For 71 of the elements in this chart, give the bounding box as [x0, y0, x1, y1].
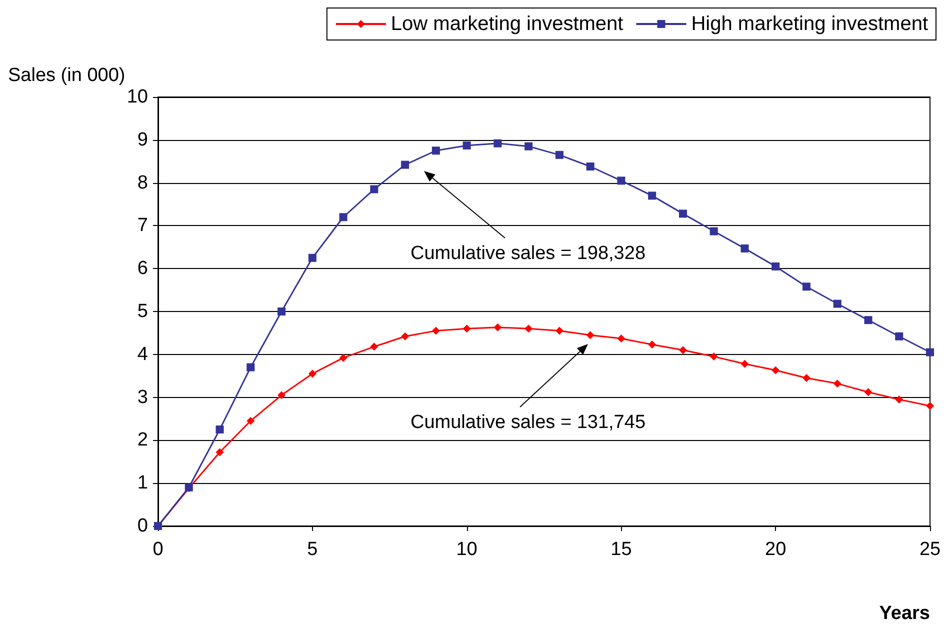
x-tick-label: 15 — [610, 539, 632, 560]
y-tick-label: 5 — [137, 301, 148, 322]
y-tick-label: 3 — [137, 386, 148, 408]
point — [401, 160, 410, 169]
point — [555, 150, 564, 159]
x-tick-label: 20 — [765, 539, 786, 560]
annotation: Cumulative sales = 198,328 — [410, 243, 646, 264]
point — [524, 324, 533, 333]
point — [370, 342, 378, 351]
y-tick-label: 8 — [137, 172, 148, 194]
point — [216, 425, 224, 434]
annotation: Cumulative sales = 131,745 — [410, 412, 646, 433]
legend-label: High marketing investment — [691, 13, 928, 35]
point — [494, 139, 502, 148]
point — [895, 395, 904, 404]
point — [648, 192, 656, 200]
point — [339, 213, 348, 222]
x-tick-label: 25 — [919, 539, 941, 560]
x-tick-label: 0 — [152, 539, 164, 560]
point — [772, 366, 780, 374]
point — [216, 448, 224, 456]
point — [617, 176, 626, 185]
point — [802, 374, 810, 382]
point — [926, 348, 934, 356]
point — [462, 141, 471, 150]
point — [278, 391, 286, 400]
point — [678, 210, 687, 218]
point — [555, 326, 564, 335]
point — [339, 354, 348, 362]
y-tick-label: 1 — [137, 472, 148, 494]
point — [833, 300, 842, 308]
legend-label: Low marketing investment — [390, 13, 624, 35]
y-tick-label: 2 — [137, 430, 148, 451]
y-tick-label: 0 — [137, 516, 148, 536]
point — [586, 331, 594, 340]
y-tick-label: 9 — [137, 129, 148, 150]
y-tick-label: 4 — [137, 344, 148, 365]
point — [926, 402, 934, 410]
x-tick-label: 10 — [456, 539, 478, 560]
point — [246, 416, 255, 425]
point — [586, 162, 594, 170]
point — [524, 142, 533, 150]
point — [710, 352, 718, 361]
point — [833, 380, 842, 388]
point — [432, 326, 440, 335]
point — [710, 227, 718, 236]
y-tick-label: 10 — [126, 86, 148, 108]
point — [246, 363, 255, 372]
point — [494, 323, 502, 332]
point — [308, 370, 316, 378]
y-axis-title: Sales (in 000) — [8, 65, 126, 86]
point — [308, 254, 316, 262]
point — [278, 308, 286, 316]
point — [678, 346, 687, 354]
point — [432, 146, 440, 155]
point — [802, 282, 810, 291]
point — [864, 388, 872, 396]
x-axis-title: Years — [879, 603, 930, 624]
point — [864, 316, 872, 324]
point — [740, 360, 749, 368]
point — [740, 244, 749, 252]
point — [895, 332, 904, 340]
point — [462, 324, 471, 333]
x-tick-label: 5 — [307, 539, 318, 560]
point — [772, 262, 780, 270]
point — [648, 340, 656, 349]
point — [370, 185, 378, 194]
point — [401, 332, 410, 340]
point — [617, 334, 626, 343]
y-tick-label: 6 — [137, 258, 148, 280]
y-tick-label: 7 — [137, 215, 148, 236]
